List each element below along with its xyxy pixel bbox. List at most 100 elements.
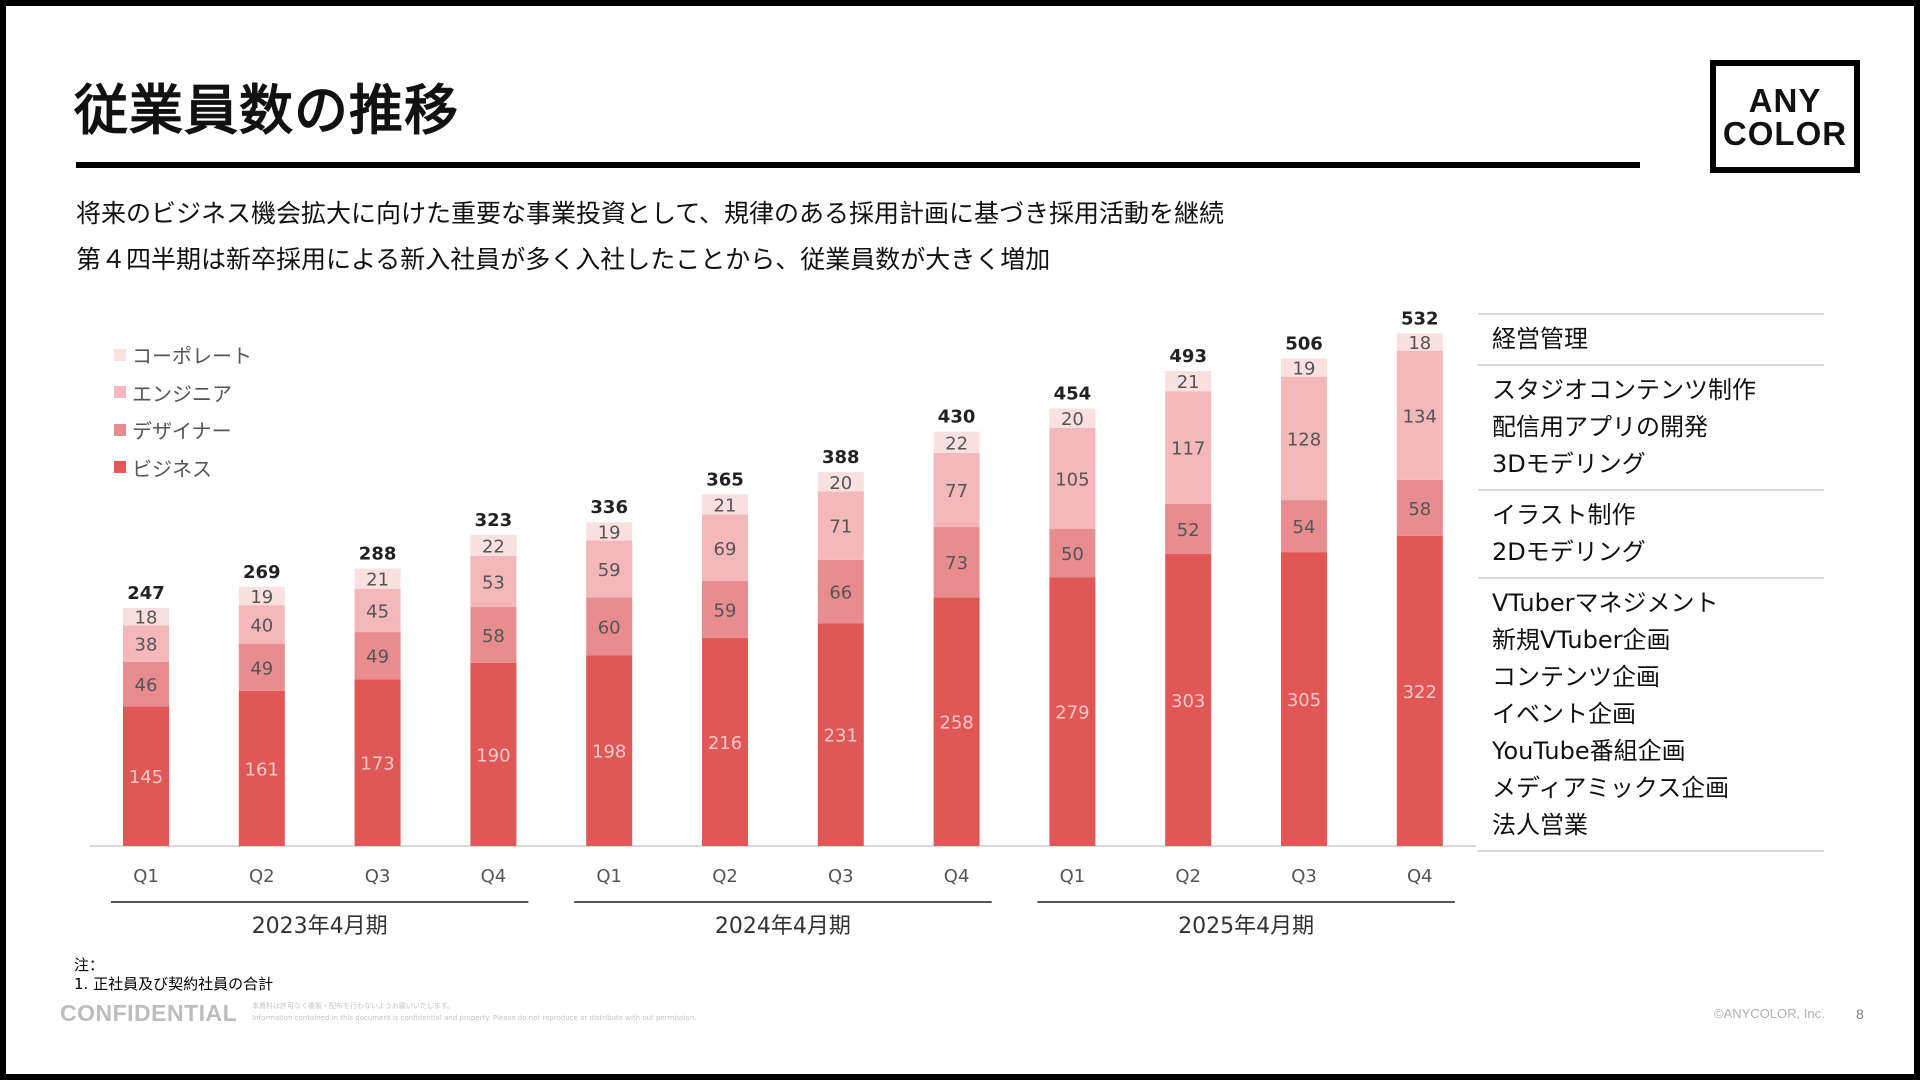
bar-segment-3: [933, 452, 980, 528]
role-item: 新規VTuber企画: [1492, 626, 1671, 654]
bar-total-label: 430: [938, 407, 976, 428]
bar-segment-3: [1049, 427, 1096, 529]
x-tick-label: Q3: [1291, 866, 1317, 887]
x-tick-label: Q2: [712, 866, 738, 887]
bar-segment-2: [123, 661, 169, 707]
bar-total-label: 532: [1401, 308, 1439, 329]
bar-segment-3: [1281, 376, 1327, 501]
role-item: 3Dモデリング: [1492, 450, 1646, 478]
fiscal-year-label: 2025年4月期: [1178, 914, 1314, 939]
bar-segment-4: [238, 586, 285, 606]
legend-item-corporate: コーポレート: [114, 336, 252, 374]
segment-value-label: 18: [1408, 333, 1431, 354]
bar-segment-3: [123, 625, 169, 662]
segment-value-label: 19: [1293, 359, 1316, 380]
lead-text-line-1: 将来のビジネス機会拡大に向けた重要な事業投資として、規律のある採用計画に基づき採…: [76, 199, 1225, 228]
bar-total-label: 365: [706, 469, 744, 490]
bar-segment-2: [586, 597, 633, 656]
segment-value-label: 105: [1055, 469, 1089, 490]
segment-value-label: 22: [945, 433, 968, 454]
logo-line-1: ANY: [1748, 81, 1822, 119]
segment-value-label: 50: [1061, 544, 1084, 565]
bar-segment-1: [123, 706, 169, 846]
segment-value-label: 22: [482, 536, 505, 557]
bar-segment-3: [702, 514, 748, 582]
segment-value-label: 49: [250, 658, 273, 679]
segment-value-label: 60: [598, 617, 621, 638]
employee-stacked-bar-chart: 145 46 38 18 247 Q1 161 49 40 19 269 Q2 173 49 45 21 288…: [90, 308, 1476, 939]
segment-value-label: 279: [1055, 703, 1089, 724]
bar-total-label: 323: [475, 510, 513, 531]
role-item: 配信用アプリの開発: [1492, 413, 1708, 441]
role-group-corporate: 経営管理: [1478, 313, 1824, 364]
x-tick-label: Q2: [1175, 866, 1201, 887]
segment-value-label: 49: [366, 647, 389, 668]
segment-value-label: 52: [1177, 520, 1200, 541]
segment-value-label: 117: [1171, 439, 1205, 460]
segment-value-label: 20: [829, 473, 852, 494]
disclaimer-line-2: Information contained in this document i…: [252, 1014, 697, 1022]
role-item: VTuberマネジメント: [1492, 589, 1719, 617]
bar-segment-4: [354, 568, 401, 589]
footnote: 注： 1. 正社員及び契約社員の合計: [74, 956, 273, 994]
bar-segment-2: [1396, 479, 1443, 536]
legend-item-engineer: エンジニア: [114, 374, 252, 412]
x-tick-label: Q4: [1407, 866, 1433, 887]
role-item: YouTube番組企画: [1492, 737, 1686, 765]
bar-segment-3: [1396, 350, 1443, 480]
role-group-engineer: スタジオコンテンツ制作 配信用アプリの開発 3Dモデリング: [1478, 364, 1824, 489]
page-number: 8: [1856, 1006, 1864, 1022]
lead-text-line-2: 第４四半期は新卒採用による新入社員が多く入社したことから、従業員数が大きく増加: [76, 245, 1051, 274]
segment-value-label: 231: [824, 726, 858, 747]
copyright: ©ANYCOLOR, Inc.: [1714, 1006, 1825, 1021]
bar-segment-3: [354, 588, 401, 633]
role-item: 法人営業: [1492, 811, 1588, 839]
role-item: メディアミックス企画: [1492, 774, 1730, 802]
bar-segment-4: [123, 608, 169, 626]
segment-value-label: 21: [1177, 372, 1200, 393]
x-tick-label: Q4: [481, 866, 507, 887]
bar-total-label: 506: [1285, 333, 1323, 354]
bar-segment-1: [1281, 552, 1327, 846]
legend-swatch-business: [114, 461, 126, 474]
bar-segment-3: [817, 491, 864, 560]
segment-value-label: 71: [829, 517, 852, 538]
role-item: 2Dモデリング: [1492, 538, 1646, 566]
segment-value-label: 305: [1287, 690, 1321, 711]
segment-value-label: 128: [1287, 429, 1321, 450]
bar-segment-4: [1396, 333, 1443, 351]
logo-line-2: COLOR: [1722, 114, 1848, 152]
fiscal-year-label: 2024年4月期: [715, 914, 851, 939]
bar-segment-2: [470, 607, 517, 663]
bar-segment-3: [1165, 391, 1212, 504]
bar-total-label: 388: [822, 447, 860, 468]
disclaimer-line-1: 本資料は許可なく複製・配布を行わないようお願いいたします。: [252, 1002, 455, 1010]
segment-value-label: 59: [598, 560, 621, 581]
bar-segment-3: [586, 540, 633, 598]
bar-segment-2: [817, 559, 864, 624]
bar-segment-1: [238, 690, 285, 846]
role-description-panel: 経営管理 スタジオコンテンツ制作 配信用アプリの開発 3Dモデリング イラスト制…: [1478, 313, 1824, 852]
bar-segment-4: [1049, 408, 1096, 428]
fiscal-year-label: 2023年4月期: [252, 914, 388, 939]
segment-value-label: 20: [1061, 409, 1084, 430]
x-tick-label: Q1: [133, 866, 159, 887]
bar-total-label: 288: [359, 543, 397, 564]
segment-value-label: 21: [714, 495, 737, 516]
segment-value-label: 40: [250, 615, 273, 636]
segment-value-label: 58: [482, 626, 505, 647]
segment-value-label: 303: [1171, 691, 1205, 712]
legend-swatch-engineer: [114, 386, 126, 399]
bar-segment-4: [817, 472, 864, 492]
bar-segment-2: [354, 632, 401, 680]
confidential-mark: CONFIDENTIAL: [60, 1000, 238, 1026]
legend-label-corporate: コーポレート: [132, 344, 252, 369]
role-group-designer: イラスト制作 2Dモデリング: [1478, 489, 1824, 577]
x-tick-label: Q3: [828, 866, 854, 887]
bar-segment-4: [702, 494, 748, 515]
bar-total-label: 336: [590, 497, 628, 518]
x-tick-label: Q1: [596, 866, 622, 887]
role-item: スタジオコンテンツ制作: [1492, 376, 1756, 404]
chart-legend: コーポレート エンジニア デザイナー ビジネス: [114, 336, 252, 486]
